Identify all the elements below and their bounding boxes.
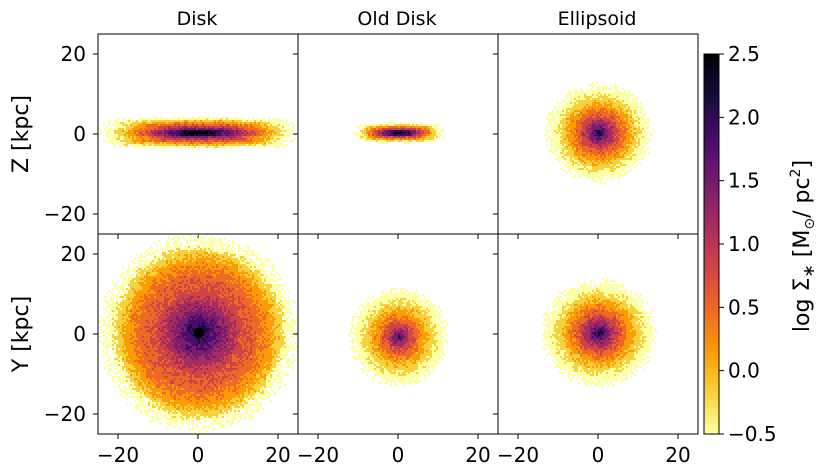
density-map bbox=[348, 288, 448, 386]
density-map bbox=[354, 122, 444, 144]
y-tick-label: 20 bbox=[61, 42, 86, 66]
y-tick-label: 0 bbox=[73, 122, 86, 146]
panel-edge-on-0: 20 0 −20 bbox=[44, 33, 299, 239]
y-tick-label: −20 bbox=[44, 202, 86, 226]
x-tick-label: −20 bbox=[297, 443, 339, 467]
colorbar-tick-label: −0.5 bbox=[728, 422, 777, 446]
density-map bbox=[542, 278, 658, 388]
colorbar-ticks: 2.5 2.0 1.5 1.0 0.5 0.0 −0.5 bbox=[719, 42, 777, 446]
x-tick-label: 20 bbox=[265, 443, 290, 467]
panel-edge-on-2 bbox=[493, 33, 699, 239]
panel-title-disk: Disk bbox=[177, 8, 218, 30]
colorbar-tick-label: 2.5 bbox=[728, 42, 760, 66]
x-tick-label: 0 bbox=[192, 443, 205, 467]
row-ylabel-z: Z [kpc] bbox=[9, 95, 34, 173]
colorbar-tick-label: 0.0 bbox=[728, 359, 760, 383]
x-tick-label: 20 bbox=[465, 443, 490, 467]
row-ylabel-y: Y [kpc] bbox=[9, 296, 34, 373]
density-map bbox=[98, 234, 298, 434]
y-tick-label: −20 bbox=[44, 402, 86, 426]
colorbar-tick-label: 1.0 bbox=[728, 232, 760, 256]
x-tick-label: −20 bbox=[497, 443, 539, 467]
panel-edge-on-1 bbox=[293, 33, 499, 239]
x-tick-label: −20 bbox=[97, 443, 139, 467]
x-tick-label: 0 bbox=[592, 443, 605, 467]
x-tick-label: 0 bbox=[392, 443, 405, 467]
panel-title-old-disk: Old Disk bbox=[357, 8, 436, 30]
y-tick-label: 0 bbox=[73, 322, 86, 346]
panel-face-on-0: −20 0 20 20 0 −20 bbox=[44, 233, 299, 467]
panel-title-ellipsoid: Ellipsoid bbox=[558, 8, 637, 30]
panel-face-on-1: −20 0 20 bbox=[293, 233, 499, 467]
panel-face-on-2: −20 0 20 bbox=[493, 233, 699, 467]
colorbar: 2.5 2.0 1.5 1.0 0.5 0.0 −0.5 log Σ∗ [M⊙/ pc2] bbox=[703, 42, 818, 446]
panel-grid: 20 0 −20 −20 0 20 20 0 −20 −20 0 20 −20 0 20 bbox=[44, 33, 699, 467]
colorbar-tick-label: 1.5 bbox=[728, 169, 760, 193]
colorbar-gradient bbox=[703, 53, 720, 435]
colorbar-tick-label: 2.0 bbox=[728, 105, 760, 129]
colorbar-label: log Σ∗ [M⊙/ pc2] bbox=[788, 160, 818, 332]
colorbar-tick-label: 0.5 bbox=[728, 295, 760, 319]
density-map bbox=[544, 82, 654, 184]
density-map bbox=[98, 116, 296, 150]
y-tick-label: 20 bbox=[61, 242, 86, 266]
x-tick-label: 20 bbox=[665, 443, 690, 467]
